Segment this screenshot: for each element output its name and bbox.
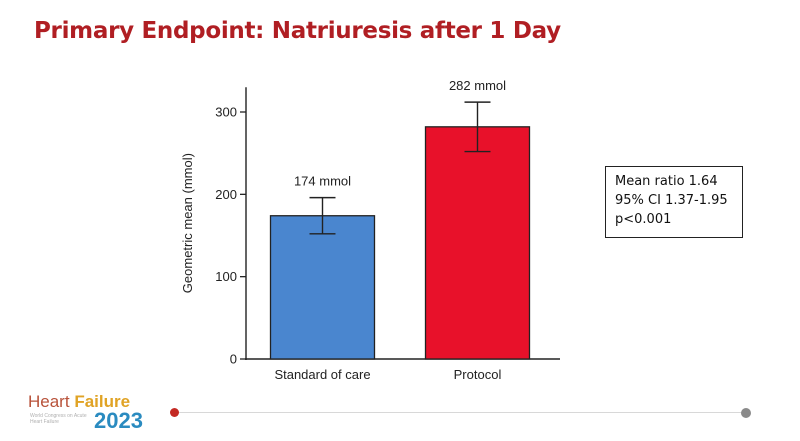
progress-start-marker[interactable]: [170, 408, 179, 417]
bar-standard-of-care: [269, 215, 376, 360]
confidence-interval-text: 95% CI 1.37-1.95: [615, 193, 728, 208]
y-tick-label: 0: [230, 352, 237, 367]
progress-track: [176, 412, 748, 413]
chart-labels: 0 100 200 300 Geometric mean (mmol) 174 mmol S…: [180, 78, 506, 382]
progress-end-marker[interactable]: [741, 408, 751, 418]
y-axis-label: Geometric mean (mmol): [180, 153, 195, 293]
statistics-box: Mean ratio 1.64 95% CI 1.37-1.95 p<0.001: [605, 166, 743, 238]
bar-protocol: [424, 126, 531, 360]
data-label: 282 mmol: [449, 78, 506, 93]
mean-ratio-text: Mean ratio 1.64: [615, 174, 718, 189]
x-tick-label: Protocol: [454, 367, 502, 382]
slide-title: Primary Endpoint: Natriuresis after 1 Da…: [34, 18, 561, 44]
y-tick-label: 200: [215, 187, 237, 202]
p-value-text: p<0.001: [615, 212, 672, 227]
y-tick-label: 300: [215, 105, 237, 120]
logo-word-failure: Failure: [74, 392, 131, 411]
heart-failure-2023-logo: Heart Failure World Congress on Acute He…: [28, 392, 168, 436]
logo-word-heart: Heart: [28, 392, 70, 411]
x-tick-label: Standard of care: [274, 367, 370, 382]
data-label: 174 mmol: [294, 174, 351, 189]
presentation-progress-bar[interactable]: [168, 405, 756, 421]
logo-year: 2023: [94, 408, 143, 433]
chart-bars: [269, 101, 531, 360]
y-tick-label: 100: [215, 269, 237, 284]
logo-tagline: World Congress on Acute Heart Failure: [30, 413, 87, 425]
